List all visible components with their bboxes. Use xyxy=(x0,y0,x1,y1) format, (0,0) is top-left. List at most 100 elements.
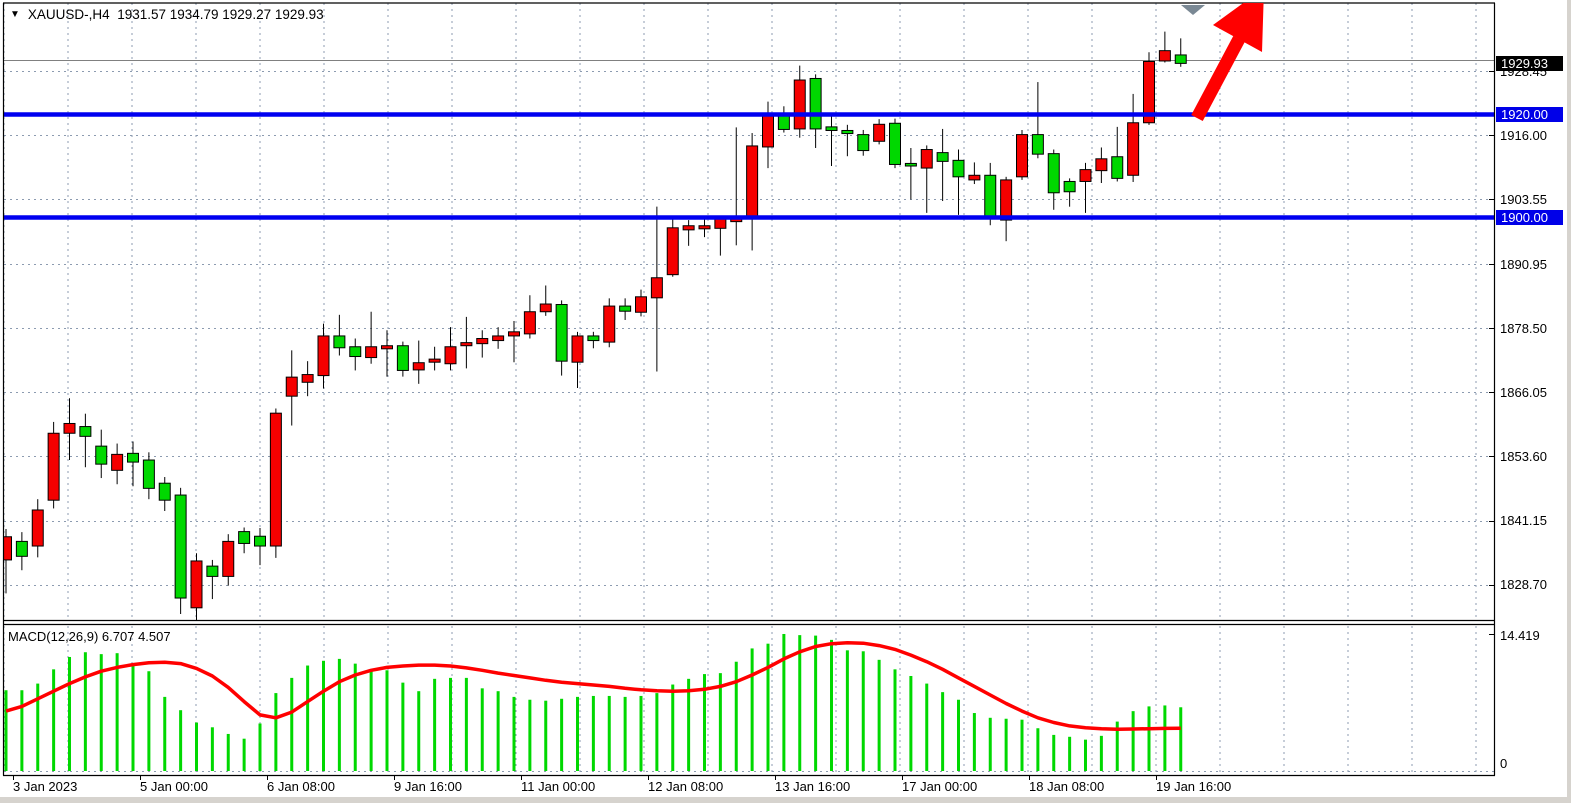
macd-bar xyxy=(560,698,564,771)
bear-candle xyxy=(777,115,790,130)
price-axis-label[interactable]: 1916.00 xyxy=(1500,127,1547,143)
macd-bar xyxy=(1115,721,1119,771)
time-axis-label[interactable]: 17 Jan 00:00 xyxy=(902,779,978,794)
bull-candle xyxy=(190,560,203,609)
bear-candle xyxy=(936,152,949,162)
macd-bar xyxy=(814,635,818,771)
macd-bar xyxy=(179,710,183,771)
macd-bar xyxy=(639,695,643,771)
bull-candle xyxy=(508,331,520,337)
bear-candle xyxy=(79,426,92,437)
macd-bar xyxy=(20,690,24,771)
price-axis-label[interactable]: 1828.70 xyxy=(1500,577,1547,593)
bull-candle xyxy=(1143,60,1155,124)
symbol-caret-icon[interactable]: ▼ xyxy=(10,9,20,20)
bull-candle xyxy=(31,509,44,547)
bull-candle xyxy=(1095,158,1108,172)
up-arrow-head[interactable] xyxy=(1213,0,1264,52)
macd-indicator-label: MACD(12,26,9) 6.707 4.507 xyxy=(8,629,171,644)
bull-candle xyxy=(365,346,378,359)
bull-candle xyxy=(317,335,330,377)
macd-bar xyxy=(163,696,167,771)
macd-bar xyxy=(4,690,8,771)
time-axis-label[interactable]: 6 Jan 08:00 xyxy=(267,779,335,794)
macd-bar xyxy=(1020,719,1024,771)
macd-bar xyxy=(1131,711,1135,771)
bull-candle xyxy=(1016,134,1028,178)
macd-bar xyxy=(718,673,722,771)
bull-candle xyxy=(682,225,695,231)
macd-bar xyxy=(909,675,913,771)
bull-candle xyxy=(47,432,60,501)
macd-bar xyxy=(99,654,103,771)
candles xyxy=(4,31,1187,620)
macd-bar xyxy=(258,723,262,771)
chart-end-marker-icon[interactable] xyxy=(1181,5,1205,15)
time-axis-label[interactable]: 12 Jan 08:00 xyxy=(648,779,724,794)
bear-candle xyxy=(825,126,838,131)
macd-bar xyxy=(195,722,198,771)
macd-bar xyxy=(782,633,786,771)
price-axis-label[interactable]: 1890.95 xyxy=(1500,256,1547,272)
macd-bar xyxy=(750,648,754,771)
time-axis-label[interactable]: 18 Jan 08:00 xyxy=(1029,779,1105,794)
bull-candle xyxy=(4,536,12,561)
price-axis-label[interactable]: 1878.50 xyxy=(1500,320,1547,336)
up-arrow-shaft[interactable] xyxy=(1191,35,1245,122)
time-axis-label[interactable]: 19 Jan 16:00 xyxy=(1156,779,1232,794)
macd-bar xyxy=(766,643,770,771)
price-axis-label[interactable]: 1853.60 xyxy=(1500,448,1547,464)
time-axis-label[interactable]: 3 Jan 2023 xyxy=(13,779,78,794)
bull-candle xyxy=(412,362,425,371)
window-frame-right xyxy=(1567,0,1571,803)
time-axis-label[interactable]: 9 Jan 16:00 xyxy=(394,779,462,794)
bull-candle xyxy=(381,345,393,350)
bull-candle xyxy=(603,305,616,343)
macd-bar xyxy=(512,696,516,771)
time-axis-label[interactable]: 11 Jan 00:00 xyxy=(521,779,596,794)
bear-candle xyxy=(142,459,155,489)
bull-candle xyxy=(1079,169,1092,182)
macd-bar xyxy=(671,684,675,771)
price-axis-label[interactable]: 1866.05 xyxy=(1500,384,1547,400)
price-axis-label[interactable]: 1903.55 xyxy=(1500,191,1547,207)
macd-axis-zero-label[interactable]: 0 xyxy=(1500,756,1508,771)
bear-candle xyxy=(1063,180,1076,193)
main-grid xyxy=(4,3,1494,620)
bull-candle xyxy=(1158,50,1171,62)
macd-axis-max-label[interactable]: 14.419 xyxy=(1500,628,1540,643)
macd-bar xyxy=(496,691,500,771)
bull-candle xyxy=(111,453,124,471)
bull-candle xyxy=(444,346,457,365)
time-axis-label[interactable]: 5 Jan 00:00 xyxy=(140,779,208,794)
macd-bar xyxy=(591,695,595,771)
current-price-badge: 1929.93 xyxy=(1496,55,1563,71)
macd-bar xyxy=(433,678,437,771)
bull-candle xyxy=(920,149,933,169)
bear-candle xyxy=(841,129,854,135)
bull-candle xyxy=(476,338,489,345)
bull-candle xyxy=(428,358,441,363)
macd-bar xyxy=(401,682,405,771)
bear-candle xyxy=(158,482,171,501)
bear-candle xyxy=(1047,153,1060,194)
macd-bar xyxy=(830,639,833,771)
bear-candle xyxy=(254,535,266,547)
bear-candle xyxy=(889,122,901,165)
price-axis-label[interactable]: 1841.15 xyxy=(1500,513,1547,529)
symbol-timeframe-label: XAUUSD-,H4 xyxy=(27,7,110,22)
bear-candle xyxy=(238,531,251,544)
bull-candle xyxy=(650,277,663,299)
macd-bar xyxy=(369,671,373,771)
macd-bar xyxy=(861,651,865,771)
level-price-badge: 1900.00 xyxy=(1496,210,1563,225)
macd-histogram xyxy=(4,633,1183,771)
macd-bar xyxy=(607,695,611,771)
macd-bar xyxy=(957,699,960,771)
macd-bar xyxy=(68,656,71,771)
time-axis-label[interactable]: 13 Jan 16:00 xyxy=(775,779,851,794)
bear-candle xyxy=(984,174,997,220)
macd-bar xyxy=(131,664,135,771)
macd-bar xyxy=(147,671,151,771)
